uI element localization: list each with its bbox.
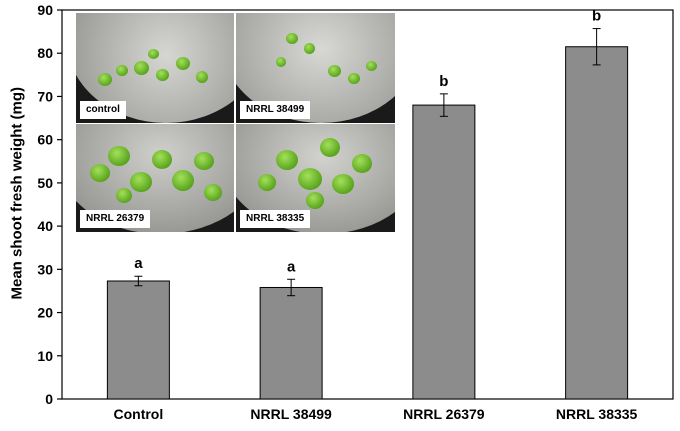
inset-photo-nrrl-38499: NRRL 38499 <box>236 13 395 123</box>
inset-photo-control: control <box>76 13 234 123</box>
inset-photo-nrrl-26379: NRRL 26379 <box>76 124 234 232</box>
y-tick-label: 50 <box>37 175 53 191</box>
inset-photo-label: NRRL 26379 <box>80 210 151 228</box>
y-tick-label: 30 <box>37 261 53 277</box>
significance-letter: b <box>439 73 448 90</box>
inset-photo-label: control <box>80 101 126 119</box>
x-tick-label: NRRL 38335 <box>556 406 638 422</box>
y-tick-label: 10 <box>37 348 53 364</box>
significance-letter: b <box>592 8 601 25</box>
y-axis-label: Mean shoot fresh weight (mg) <box>8 86 26 300</box>
x-tick-label: NRRL 26379 <box>403 406 485 422</box>
plot-frame <box>61 9 674 400</box>
y-tick-label: 90 <box>37 2 53 18</box>
y-tick-label: 0 <box>45 391 53 407</box>
y-tick-label: 60 <box>37 132 53 148</box>
significance-letter: a <box>287 258 296 275</box>
bar <box>565 46 629 400</box>
inset-photo-label: NRRL 38335 <box>240 210 311 228</box>
bar <box>412 104 476 400</box>
bar <box>259 286 323 400</box>
y-tick-label: 40 <box>37 218 53 234</box>
bar <box>106 280 170 400</box>
x-tick-label: NRRL 38499 <box>250 406 332 422</box>
inset-photo-label: NRRL 38499 <box>240 101 311 119</box>
y-tick-label: 80 <box>37 45 53 61</box>
y-tick-label: 20 <box>37 305 53 321</box>
y-tick-label: 70 <box>37 88 53 104</box>
inset-photo-nrrl-38335: NRRL 38335 <box>236 124 395 232</box>
x-tick-label: Control <box>113 406 163 422</box>
significance-letter: a <box>134 255 143 272</box>
